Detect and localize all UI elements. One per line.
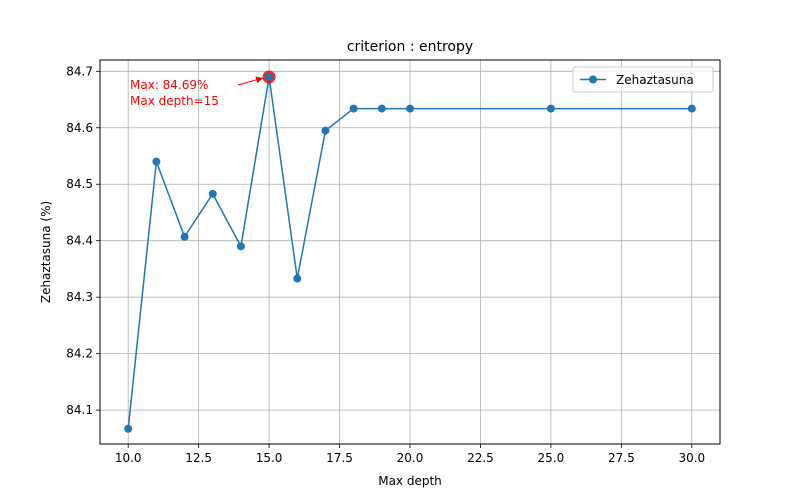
data-point bbox=[180, 232, 189, 241]
x-tick-label: 10.0 bbox=[115, 451, 142, 465]
x-tick-label: 12.5 bbox=[185, 451, 212, 465]
y-tick-label: 84.5 bbox=[66, 177, 93, 191]
y-tick-label: 84.2 bbox=[66, 347, 93, 361]
y-axis-title: Zehaztasuna (%) bbox=[39, 201, 53, 303]
data-point bbox=[124, 424, 133, 433]
x-tick-label: 15.0 bbox=[256, 451, 283, 465]
data-point bbox=[293, 274, 302, 283]
x-tick-label: 20.0 bbox=[397, 451, 424, 465]
data-point bbox=[208, 189, 217, 198]
data-point bbox=[321, 126, 330, 135]
legend-marker-icon bbox=[589, 75, 597, 84]
legend: Zehaztasuna bbox=[572, 66, 714, 93]
y-tick-label: 84.7 bbox=[66, 64, 93, 78]
y-tick-label: 84.6 bbox=[66, 121, 93, 135]
max-annotation-line: Max depth=15 bbox=[130, 94, 219, 108]
data-point bbox=[152, 157, 161, 166]
x-axis-ticks: 10.0 12.5 15.0 17.5 20.0 22.5 25.0 27.5 30.0 bbox=[115, 444, 705, 465]
max-arrow-head-icon bbox=[255, 76, 264, 84]
x-tick-label: 25.0 bbox=[538, 451, 565, 465]
y-tick-label: 84.1 bbox=[66, 403, 93, 417]
max-annotation-line: Max: 84.69% bbox=[130, 78, 208, 92]
y-tick-label: 84.3 bbox=[66, 290, 93, 304]
x-tick-label: 22.5 bbox=[467, 451, 494, 465]
data-point bbox=[406, 104, 414, 113]
x-tick-label: 30.0 bbox=[678, 451, 705, 465]
data-point bbox=[546, 104, 555, 113]
data-point bbox=[687, 104, 696, 113]
legend-box bbox=[572, 66, 714, 93]
data-point bbox=[236, 242, 245, 251]
legend-label: Zehaztasuna bbox=[616, 73, 694, 87]
highlight-layer: Max: 84.69% Max depth=15 bbox=[130, 70, 276, 108]
x-axis-title: Max depth bbox=[378, 474, 442, 488]
y-tick-label: 84.4 bbox=[66, 234, 93, 248]
data-point bbox=[377, 104, 386, 113]
y-axis-ticks: 84.1 84.2 84.3 84.4 84.5 84.6 84.7 bbox=[66, 64, 100, 417]
x-tick-label: 17.5 bbox=[326, 451, 353, 465]
data-point bbox=[349, 104, 358, 113]
x-tick-label: 27.5 bbox=[608, 451, 635, 465]
max-data-point bbox=[265, 72, 274, 81]
chart-title: criterion : entropy bbox=[347, 39, 473, 55]
grid bbox=[100, 60, 720, 444]
